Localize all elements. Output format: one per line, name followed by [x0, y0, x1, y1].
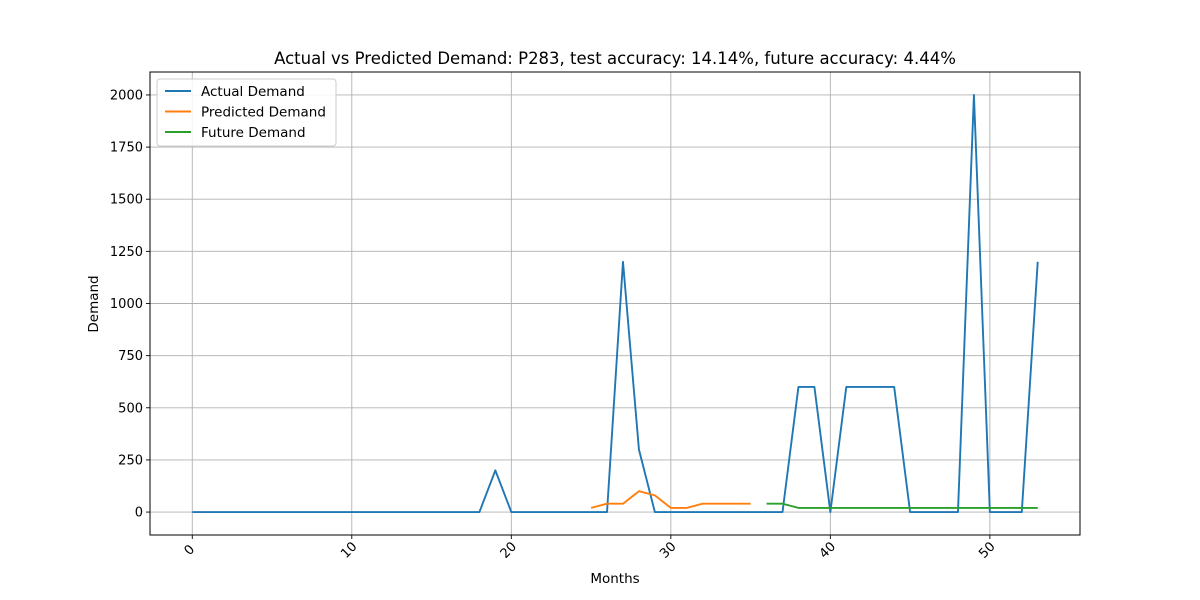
- y-tick-label: 2000: [110, 88, 143, 103]
- y-tick-label: 1000: [110, 297, 143, 312]
- x-axis-label: Months: [590, 571, 639, 587]
- plot-series: [192, 93, 1039, 514]
- y-tick-label: 750: [118, 349, 143, 364]
- series-line-actual-demand: [192, 93, 1039, 514]
- y-tick-label: 1500: [110, 193, 143, 208]
- x-tick-label: 20: [498, 539, 520, 561]
- x-tick-label: 40: [817, 539, 839, 561]
- y-tick-label: 1750: [110, 141, 143, 156]
- y-axis-ticks: 0 250 500 750 1000 1250 1500 1750 2000: [110, 88, 150, 521]
- series-line-future-demand: [766, 502, 1038, 509]
- y-tick-label: 1250: [110, 245, 143, 260]
- legend: Actual Demand Predicted Demand Future Dema…: [156, 78, 337, 147]
- y-tick-label: 500: [118, 401, 143, 416]
- y-tick-label: 250: [118, 453, 143, 468]
- series-line-predicted-demand: [590, 490, 751, 509]
- x-tick-label: 10: [338, 539, 360, 561]
- chart-title: Actual vs Predicted Demand: P283, test a…: [274, 49, 956, 68]
- legend-box: [156, 78, 337, 147]
- x-tick-label: 50: [976, 539, 998, 561]
- y-tick-label: 0: [135, 506, 143, 521]
- legend-label: Future Demand: [201, 125, 306, 141]
- legend-label: Predicted Demand: [201, 105, 326, 121]
- legend-label: Actual Demand: [201, 84, 305, 100]
- y-axis-label: Demand: [86, 275, 102, 332]
- x-tick-label: 30: [657, 539, 679, 561]
- x-axis-ticks: 0 10 20 30 40 50: [182, 535, 999, 562]
- grid: [150, 72, 1080, 535]
- x-tick-label: 0: [182, 542, 198, 558]
